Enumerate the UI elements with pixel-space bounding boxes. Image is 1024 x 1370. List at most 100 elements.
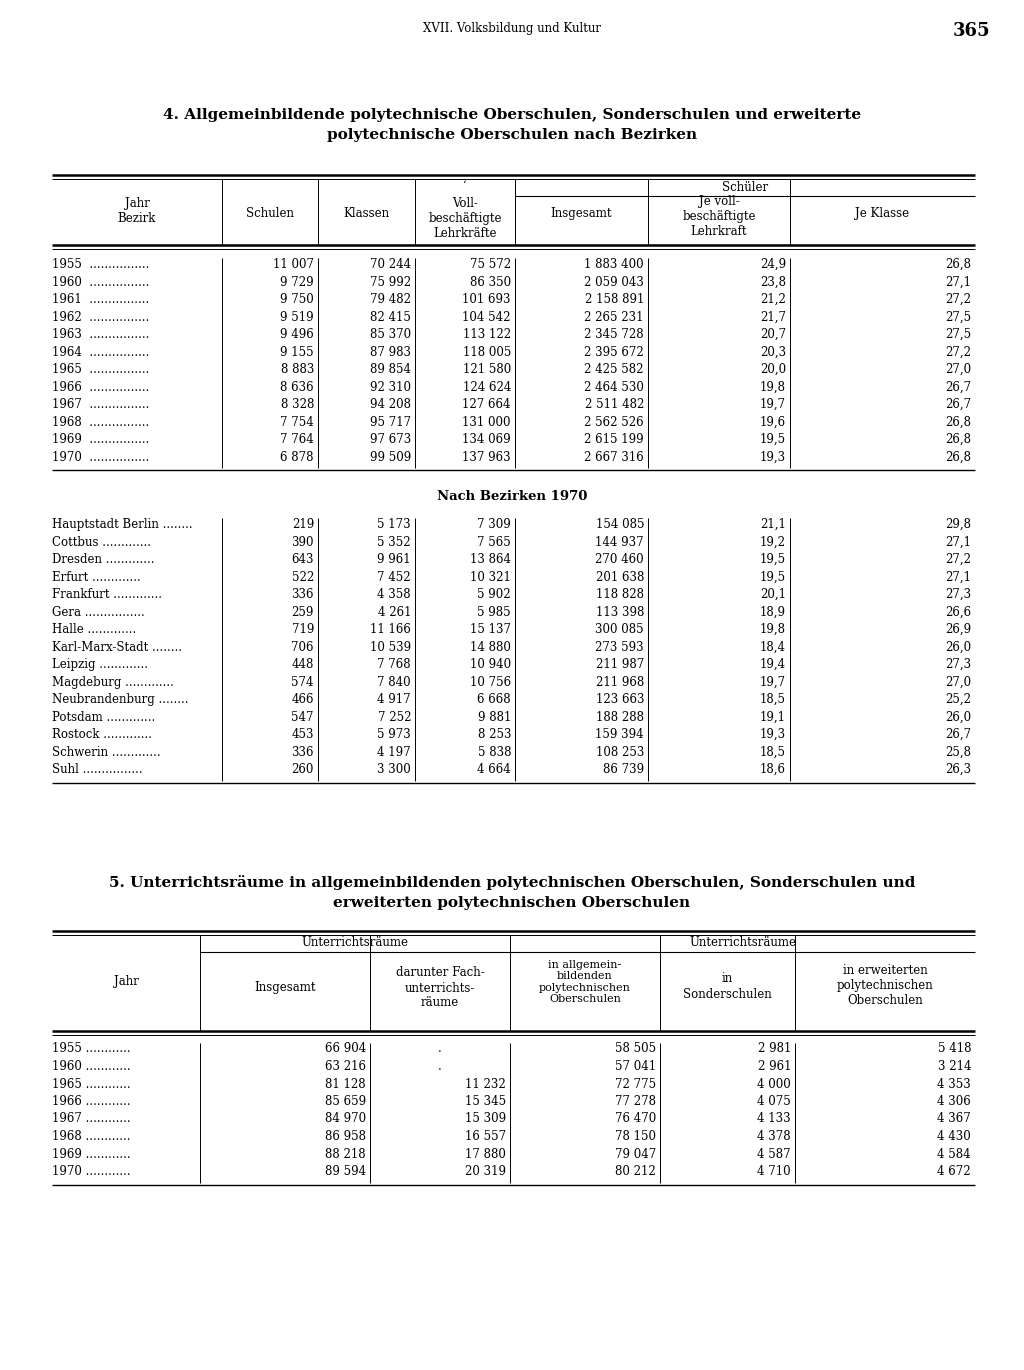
Text: ‘: ‘ xyxy=(463,181,467,190)
Text: 19,7: 19,7 xyxy=(760,399,786,411)
Text: 84 970: 84 970 xyxy=(325,1112,366,1126)
Text: 4. Allgemeinbildende polytechnische Oberschulen, Sonderschulen und erweiterte: 4. Allgemeinbildende polytechnische Ober… xyxy=(163,108,861,122)
Text: Insgesamt: Insgesamt xyxy=(254,981,315,993)
Text: 104 542: 104 542 xyxy=(463,311,511,323)
Text: 58 505: 58 505 xyxy=(614,1043,656,1055)
Text: 99 509: 99 509 xyxy=(370,451,411,463)
Text: Potsdam .............: Potsdam ............. xyxy=(52,711,156,723)
Text: 10 940: 10 940 xyxy=(470,658,511,671)
Text: 27,2: 27,2 xyxy=(945,293,971,306)
Text: 11 007: 11 007 xyxy=(273,258,314,271)
Text: 1955  ................: 1955 ................ xyxy=(52,258,150,271)
Text: 2 981: 2 981 xyxy=(758,1043,791,1055)
Text: 26,8: 26,8 xyxy=(945,258,971,271)
Text: 211 968: 211 968 xyxy=(596,675,644,689)
Text: 27,3: 27,3 xyxy=(945,658,971,671)
Text: 1963  ................: 1963 ................ xyxy=(52,327,150,341)
Text: 118 005: 118 005 xyxy=(463,345,511,359)
Text: 9 881: 9 881 xyxy=(477,711,511,723)
Text: Karl-Marx-Stadt ........: Karl-Marx-Stadt ........ xyxy=(52,641,182,653)
Text: Cottbus .............: Cottbus ............. xyxy=(52,536,151,548)
Text: 19,8: 19,8 xyxy=(760,381,786,393)
Text: 706: 706 xyxy=(292,641,314,653)
Text: Frankfurt .............: Frankfurt ............. xyxy=(52,588,162,601)
Text: 2 562 526: 2 562 526 xyxy=(585,415,644,429)
Text: 20 319: 20 319 xyxy=(465,1164,506,1178)
Text: 26,8: 26,8 xyxy=(945,415,971,429)
Text: 121 580: 121 580 xyxy=(463,363,511,375)
Text: 26,3: 26,3 xyxy=(945,763,971,775)
Text: 94 208: 94 208 xyxy=(370,399,411,411)
Text: Rostock .............: Rostock ............. xyxy=(52,727,152,741)
Text: 5 173: 5 173 xyxy=(378,518,411,532)
Text: 1960 ............: 1960 ............ xyxy=(52,1060,131,1073)
Text: darunter Fach-
unterrichts-
räume: darunter Fach- unterrichts- räume xyxy=(395,966,484,1010)
Text: 15 309: 15 309 xyxy=(465,1112,506,1126)
Text: 3 214: 3 214 xyxy=(938,1060,971,1073)
Text: 547: 547 xyxy=(292,711,314,723)
Text: 9 496: 9 496 xyxy=(281,327,314,341)
Text: 5 352: 5 352 xyxy=(378,536,411,548)
Text: 1964  ................: 1964 ................ xyxy=(52,345,150,359)
Text: 2 265 231: 2 265 231 xyxy=(585,311,644,323)
Text: 270 460: 270 460 xyxy=(595,553,644,566)
Text: 86 350: 86 350 xyxy=(470,275,511,289)
Text: 80 212: 80 212 xyxy=(615,1164,656,1178)
Text: 26,7: 26,7 xyxy=(945,381,971,393)
Text: 89 594: 89 594 xyxy=(325,1164,366,1178)
Text: 4 378: 4 378 xyxy=(758,1130,791,1143)
Text: Unterrichtsräume: Unterrichtsräume xyxy=(689,937,796,949)
Text: 9 729: 9 729 xyxy=(281,275,314,289)
Text: 10 756: 10 756 xyxy=(470,675,511,689)
Text: 2 961: 2 961 xyxy=(758,1060,791,1073)
Text: Gera ................: Gera ................ xyxy=(52,606,144,618)
Text: 9 155: 9 155 xyxy=(281,345,314,359)
Text: 17 880: 17 880 xyxy=(465,1148,506,1160)
Text: 19,6: 19,6 xyxy=(760,415,786,429)
Text: 259: 259 xyxy=(292,606,314,618)
Text: Je voll-
beschäftigte
Lehrkraft: Je voll- beschäftigte Lehrkraft xyxy=(682,195,756,238)
Text: 5. Unterrichtsräume in allgemeinbildenden polytechnischen Oberschulen, Sondersch: 5. Unterrichtsräume in allgemeinbildende… xyxy=(109,875,915,891)
Text: 78 150: 78 150 xyxy=(615,1130,656,1143)
Text: 89 854: 89 854 xyxy=(370,363,411,375)
Text: 113 398: 113 398 xyxy=(596,606,644,618)
Text: 9 961: 9 961 xyxy=(378,553,411,566)
Text: 27,1: 27,1 xyxy=(945,275,971,289)
Text: 18,5: 18,5 xyxy=(760,693,786,706)
Text: 85 370: 85 370 xyxy=(370,327,411,341)
Text: 1966 ............: 1966 ............ xyxy=(52,1095,131,1108)
Text: 26,7: 26,7 xyxy=(945,727,971,741)
Text: 9 750: 9 750 xyxy=(281,293,314,306)
Text: 85 659: 85 659 xyxy=(325,1095,366,1108)
Text: 1955 ............: 1955 ............ xyxy=(52,1043,131,1055)
Text: 137 963: 137 963 xyxy=(463,451,511,463)
Text: .: . xyxy=(438,1043,442,1055)
Text: 4 587: 4 587 xyxy=(758,1148,791,1160)
Text: 6 668: 6 668 xyxy=(477,693,511,706)
Text: 57 041: 57 041 xyxy=(614,1060,656,1073)
Text: 18,6: 18,6 xyxy=(760,763,786,775)
Text: 20,3: 20,3 xyxy=(760,345,786,359)
Text: Schulen: Schulen xyxy=(246,207,294,221)
Text: 2 059 043: 2 059 043 xyxy=(584,275,644,289)
Text: 10 539: 10 539 xyxy=(370,641,411,653)
Text: 26,0: 26,0 xyxy=(945,641,971,653)
Text: 19,5: 19,5 xyxy=(760,553,786,566)
Text: 5 985: 5 985 xyxy=(477,606,511,618)
Text: 5 418: 5 418 xyxy=(938,1043,971,1055)
Text: 18,9: 18,9 xyxy=(760,606,786,618)
Text: 25,2: 25,2 xyxy=(945,693,971,706)
Text: Je Klasse: Je Klasse xyxy=(855,207,909,221)
Text: 27,0: 27,0 xyxy=(945,363,971,375)
Text: 2 158 891: 2 158 891 xyxy=(585,293,644,306)
Text: 1961  ................: 1961 ................ xyxy=(52,293,150,306)
Text: 2 345 728: 2 345 728 xyxy=(585,327,644,341)
Text: Jahr: Jahr xyxy=(114,974,138,988)
Text: 4 917: 4 917 xyxy=(378,693,411,706)
Text: 4 664: 4 664 xyxy=(477,763,511,775)
Text: 20,0: 20,0 xyxy=(760,363,786,375)
Text: 7 768: 7 768 xyxy=(378,658,411,671)
Text: Schwerin .............: Schwerin ............. xyxy=(52,745,161,759)
Text: 3 300: 3 300 xyxy=(377,763,411,775)
Text: 19,1: 19,1 xyxy=(760,711,786,723)
